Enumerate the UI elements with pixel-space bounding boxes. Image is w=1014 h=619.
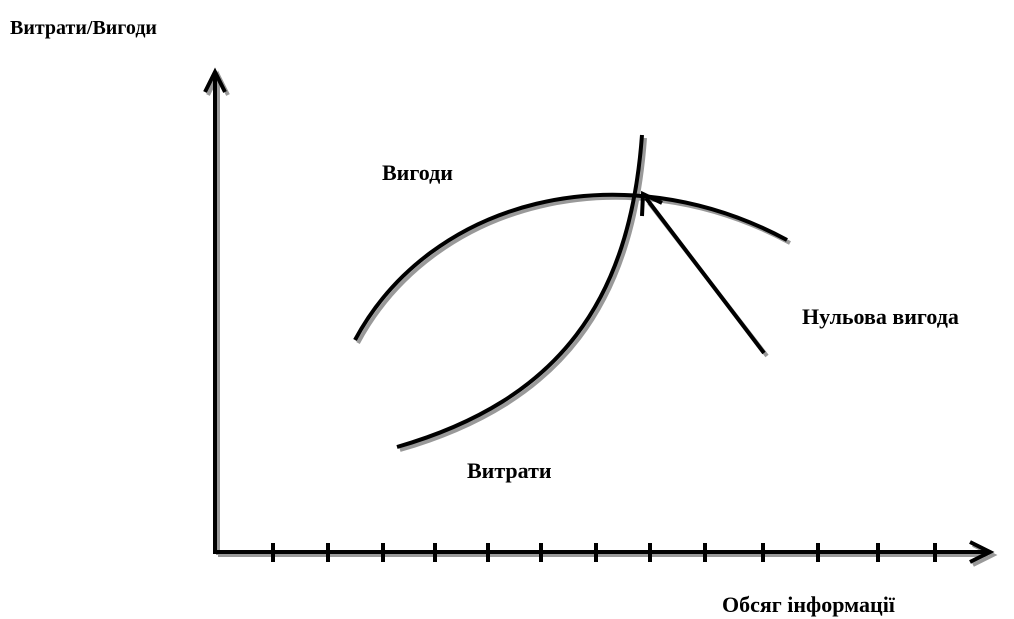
costs-curve [396,134,644,449]
zero-benefit-label: Нульова вигода [802,304,959,329]
x-ticks [271,543,937,562]
costs-label: Витрати [467,458,552,483]
zero-benefit-arrow [640,190,766,355]
y-axis-label: Витрати/Вигоди [10,17,157,39]
benefits-label: Вигоди [382,160,453,185]
y-axis [203,67,227,552]
x-axis-label: Обсяг інформації [722,592,896,617]
benefits-curve [353,192,788,341]
x-axis [213,540,995,564]
